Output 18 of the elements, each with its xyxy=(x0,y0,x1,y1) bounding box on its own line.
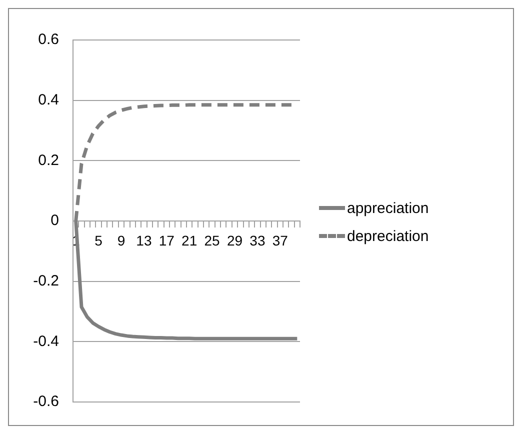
y-tick-label: -0.4 xyxy=(33,332,59,350)
x-tick-label: 13 xyxy=(136,232,152,248)
legend-label: depreciation xyxy=(347,228,429,244)
x-tick-label: 9 xyxy=(117,232,126,248)
y-tick-label: -0.2 xyxy=(33,272,59,290)
x-tick-label: 29 xyxy=(226,232,243,248)
x-tick-label: 5 xyxy=(94,232,103,248)
y-tick-label: 0.2 xyxy=(38,152,59,169)
x-tick-label: 25 xyxy=(204,232,220,248)
y-tick-label: 0.4 xyxy=(38,91,59,108)
x-tick-label: 21 xyxy=(182,232,198,248)
y-tick-label: -0.6 xyxy=(33,393,59,410)
x-tick-label: 37 xyxy=(272,232,288,248)
legend-label: appreciation xyxy=(347,200,429,216)
x-tick-label: 17 xyxy=(158,232,175,248)
y-tick-label: 0 xyxy=(50,212,59,230)
y-tick-label: 0.6 xyxy=(38,31,59,48)
x-tick-label: 33 xyxy=(250,232,266,248)
